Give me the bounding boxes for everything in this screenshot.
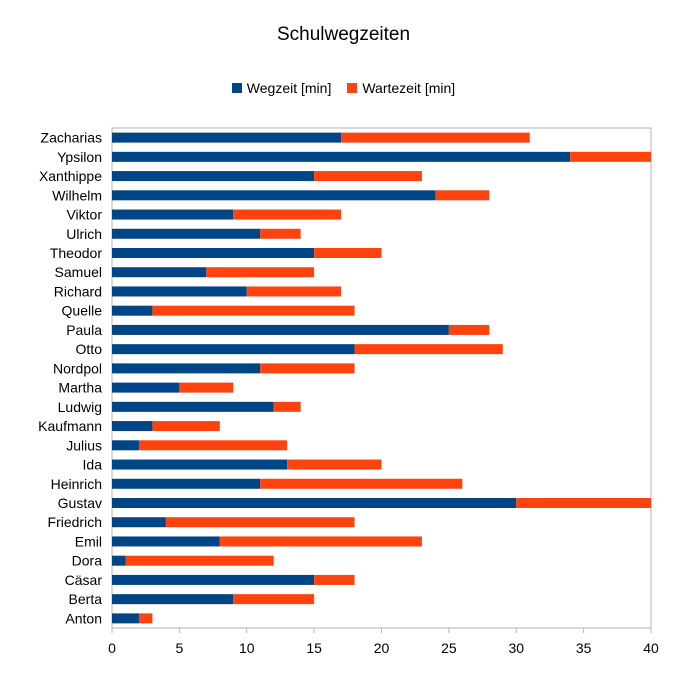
bar-wegzeit-emil [112,536,220,547]
bar-wartezeit-cäsar [314,574,355,585]
category-label: Nordpol [53,360,102,376]
x-tick-label: 15 [306,640,322,656]
category-label: Ypsilon [57,149,102,165]
category-label: Anton [65,610,102,626]
bar-wartezeit-quelle [152,305,355,316]
bar-wegzeit-martha [112,382,180,393]
bar-wegzeit-nordpol [112,363,261,374]
bar-wegzeit-kaufmann [112,421,153,432]
bar-wegzeit-gustav [112,498,517,508]
legend-swatch-wegzeit [231,83,242,93]
bar-wegzeit-zacharias [112,132,342,143]
plot-frame [111,127,652,629]
bar-wartezeit-ludwig [273,401,301,412]
category-label: Kaufmann [38,418,102,434]
bar-wartezeit-wilhelm [435,190,490,201]
bar-wegzeit-friedrich [112,517,166,528]
bar-wegzeit-paula [112,324,449,335]
bar-wegzeit-theodor [112,248,315,258]
category-label: Julius [66,437,102,453]
x-tick-label: 40 [643,640,659,656]
bar-wegzeit-dora [112,555,126,566]
category-label: Ida [83,457,103,473]
bar-wartezeit-xanthippe [314,171,422,182]
category-label: Richard [54,283,102,299]
category-label: Cäsar [65,572,103,588]
bar-wegzeit-ida [112,459,288,470]
chart-title: Schulwegzeiten [276,24,411,45]
bar-wegzeit-wilhelm [112,190,436,201]
x-tick-label: 20 [374,640,390,656]
x-tick-label: 35 [576,640,592,656]
bar-wartezeit-samuel [206,267,315,278]
category-label: Zacharias [41,130,102,146]
bar-wartezeit-nordpol [260,363,355,374]
legend-label-wegzeit: Wegzeit [min] [246,80,332,96]
legend: Wegzeit [min] Wartezeit [min] [0,80,687,96]
category-label: Paula [66,322,102,338]
bar-wartezeit-julius [138,440,288,451]
bar-wegzeit-heinrich [112,478,261,489]
bar-wartezeit-ida [287,459,382,470]
legend-item-wartezeit: Wartezeit [min] [347,80,455,96]
category-label: Martha [58,380,102,396]
bar-wartezeit-kaufmann [152,421,220,432]
category-label: Heinrich [51,476,102,492]
bar-wegzeit-ulrich [112,228,261,239]
bar-wartezeit-viktor [233,209,342,220]
bar-wartezeit-paula [448,324,490,335]
bar-wegzeit-berta [112,594,234,605]
bar-wegzeit-cäsar [112,574,315,585]
category-label: Viktor [66,207,102,223]
bar-wartezeit-richard [246,286,342,297]
bar-wegzeit-otto [112,344,355,355]
category-label: Dora [72,553,103,569]
bar-wegzeit-xanthippe [112,171,315,182]
legend-swatch-wartezeit [347,83,358,93]
bar-wartezeit-otto [354,344,503,355]
x-tick-label: 0 [108,640,116,656]
bar-wartezeit-ypsilon [570,151,651,162]
x-tick-label: 25 [441,640,457,656]
bar-wartezeit-martha [179,382,234,393]
bar-wegzeit-anton [112,613,139,624]
category-label: Berta [69,591,103,607]
bar-wegzeit-richard [112,286,247,297]
category-label: Gustav [58,495,102,511]
category-label: Wilhelm [52,187,102,203]
bar-wartezeit-theodor [314,248,382,258]
bar-wartezeit-ulrich [260,228,301,239]
x-tick-label: 10 [239,640,255,656]
category-label: Otto [76,341,103,357]
bar-wartezeit-zacharias [341,132,530,143]
category-label: Quelle [62,303,103,319]
legend-item-wegzeit: Wegzeit [min] [231,80,332,96]
x-tick-label: 5 [175,640,183,656]
bar-wegzeit-quelle [112,305,153,316]
category-label: Xanthippe [39,168,102,184]
bar-wegzeit-ludwig [112,401,274,412]
bar-wartezeit-heinrich [260,478,463,489]
bar-wartezeit-berta [233,594,315,605]
category-label: Friedrich [48,514,102,530]
category-label: Samuel [55,264,102,280]
category-label: Ulrich [66,226,102,242]
bar-wegzeit-viktor [112,209,234,220]
bar-wegzeit-samuel [112,267,207,278]
category-label: Theodor [50,245,102,261]
bar-wartezeit-friedrich [165,517,355,528]
x-tick-label: 30 [508,640,524,656]
bar-wegzeit-julius [112,440,139,451]
bar-wartezeit-gustav [516,498,651,508]
bar-wartezeit-dora [125,555,274,566]
category-label: Emil [75,533,102,549]
legend-label-wartezeit: Wartezeit [min] [362,80,456,96]
bar-wartezeit-anton [138,613,153,624]
bar-wegzeit-ypsilon [112,151,571,162]
bar-wartezeit-emil [219,536,422,547]
category-label: Ludwig [58,399,102,415]
